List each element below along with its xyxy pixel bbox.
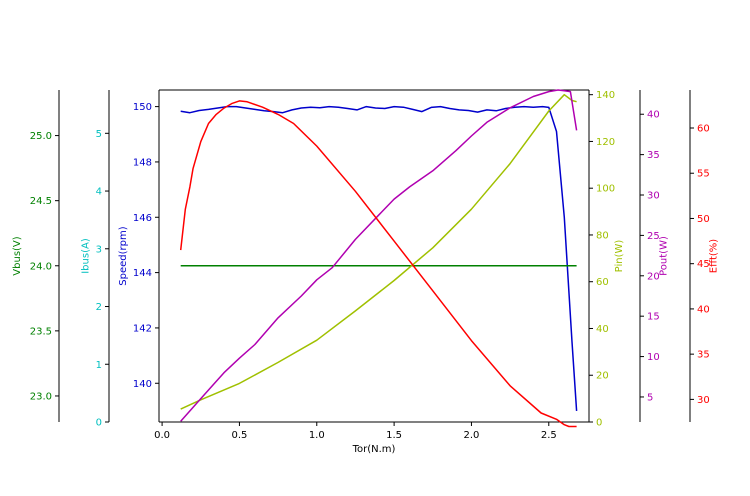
- pin-tick-label: 0: [596, 418, 602, 429]
- efft-tick-label: 50: [697, 214, 710, 225]
- ibus-tick-label: 2: [96, 302, 102, 313]
- x-tick-label: 1.5: [386, 430, 402, 441]
- ibus-tick-label: 5: [96, 129, 102, 140]
- efft-tick-label: 40: [697, 304, 710, 315]
- x-tick-label: 1.0: [309, 430, 325, 441]
- speed-tick-label: 144: [133, 268, 152, 279]
- pin-tick-label: 20: [596, 371, 609, 382]
- efft-tick-label: 60: [697, 123, 710, 134]
- pout-series-line: [180, 89, 578, 422]
- efft-tick-label: 45: [697, 259, 710, 270]
- pin-series-line: [180, 93, 577, 410]
- pin-tick-label: 120: [596, 137, 615, 148]
- pout-tick-label: 25: [647, 231, 660, 242]
- efft-axis-label: Efft(%): [709, 239, 720, 274]
- efft-tick-label: 30: [697, 395, 710, 406]
- pout-tick-label: 30: [647, 191, 660, 202]
- ibus-tick-label: 3: [96, 244, 102, 255]
- vbus-tick-label: 24.0: [30, 261, 52, 272]
- efft-series-line: [179, 100, 577, 428]
- pout-tick-label: 5: [647, 392, 653, 403]
- x-tick-label: 0.0: [154, 430, 170, 441]
- speed-tick-label: 140: [133, 379, 152, 390]
- efft-tick-label: 35: [697, 350, 710, 361]
- speed-tick-label: 146: [133, 213, 152, 224]
- pin-tick-label: 140: [596, 90, 615, 101]
- speed-series-line: [180, 105, 578, 411]
- ibus-tick-label: 1: [96, 360, 102, 371]
- ibus-tick-label: 0: [96, 418, 102, 429]
- efft-tick-label: 55: [697, 169, 710, 180]
- pin-axis-label: Pin(W): [614, 240, 625, 273]
- x-axis-label: Tor(N.m): [352, 444, 396, 455]
- pin-tick-label: 40: [596, 324, 609, 335]
- x-tick-label: 2.5: [541, 430, 557, 441]
- vbus-tick-label: 23.0: [30, 391, 52, 402]
- vbus-axis-label: Vbus(V): [12, 236, 23, 275]
- vbus-tick-label: 23.5: [30, 326, 52, 337]
- ibus-tick-label: 4: [96, 187, 102, 198]
- pout-axis-label: Pout(W): [659, 236, 670, 276]
- ibus-axis-label: Ibus(A): [81, 238, 92, 274]
- pout-tick-label: 35: [647, 150, 660, 161]
- pin-tick-label: 80: [596, 230, 609, 241]
- vbus-tick-label: 24.5: [30, 196, 52, 207]
- pout-tick-label: 15: [647, 312, 660, 323]
- speed-tick-label: 148: [133, 157, 152, 168]
- speed-tick-label: 142: [133, 323, 152, 334]
- pout-tick-label: 10: [647, 352, 660, 363]
- pout-tick-label: 20: [647, 271, 660, 282]
- pin-tick-label: 100: [596, 184, 615, 195]
- speed-tick-label: 150: [133, 102, 152, 113]
- speed-axis-label: Speed(rpm): [118, 226, 129, 285]
- pout-tick-label: 40: [647, 110, 660, 121]
- pin-tick-label: 60: [596, 277, 609, 288]
- x-tick-label: 0.5: [231, 430, 247, 441]
- x-tick-label: 2.0: [463, 430, 479, 441]
- vbus-tick-label: 25.0: [30, 131, 52, 142]
